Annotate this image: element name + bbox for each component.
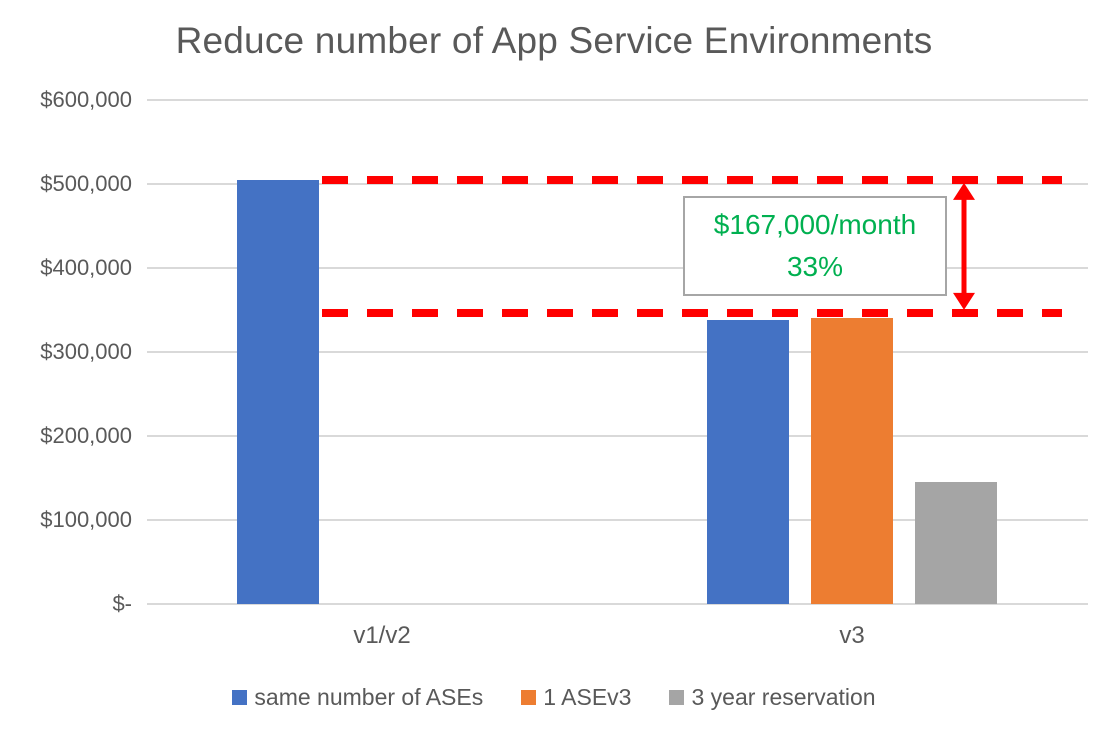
legend-swatch-icon <box>669 690 685 705</box>
dashed-line-upper <box>322 175 1062 184</box>
double-arrow-icon <box>953 182 975 310</box>
legend-item-3-year-reservation: 3 year reservation <box>669 684 876 711</box>
gridline <box>147 183 1088 185</box>
savings-callout: $167,000/month 33% <box>683 196 947 296</box>
y-axis-label: $400,000 <box>40 255 132 280</box>
legend-label: 3 year reservation <box>691 684 876 710</box>
gridline <box>147 435 1088 437</box>
legend-item-same-number-of-ases: same number of ASEs <box>232 684 483 711</box>
bar-v3-same-number-of-ases <box>707 320 789 604</box>
y-axis-label: $- <box>112 591 132 616</box>
y-axis: $600,000 $500,000 $400,000 $300,000 $200,000… <box>0 0 132 730</box>
y-axis-label: $300,000 <box>40 339 132 364</box>
x-axis-label-v1-v2: v1/v2 <box>353 622 411 649</box>
dashed-line-lower <box>322 308 1062 317</box>
plot-area <box>147 99 1088 605</box>
bar-v3-3-year-reservation <box>915 482 997 604</box>
legend: same number of ASEs 1 ASEv3 3 year reserva… <box>0 684 1108 711</box>
legend-label: same number of ASEs <box>254 684 484 710</box>
x-axis-line <box>147 603 1088 605</box>
legend-swatch-icon <box>521 690 537 705</box>
legend-swatch-icon <box>232 690 248 705</box>
gridline <box>147 351 1088 353</box>
bar-v1-v2-same-number-of-ases <box>237 179 319 604</box>
chart-title: Reduce number of App Service Environment… <box>175 20 933 61</box>
savings-percent-text: 33% <box>786 251 844 282</box>
bar-v3-1-asev3 <box>811 317 893 604</box>
gridline <box>147 267 1088 269</box>
savings-amount-text: $167,000/month <box>713 209 917 240</box>
gridline <box>147 99 1088 101</box>
legend-item-1-asev3: 1 ASEv3 <box>521 684 631 711</box>
gridline <box>147 519 1088 521</box>
y-axis-label: $500,000 <box>40 171 132 196</box>
y-axis-label: $100,000 <box>40 507 132 532</box>
x-axis-label-v3: v3 <box>839 622 865 649</box>
y-axis-label: $600,000 <box>40 87 132 112</box>
legend-label: 1 ASEv3 <box>543 684 632 710</box>
y-axis-label: $200,000 <box>40 423 132 448</box>
